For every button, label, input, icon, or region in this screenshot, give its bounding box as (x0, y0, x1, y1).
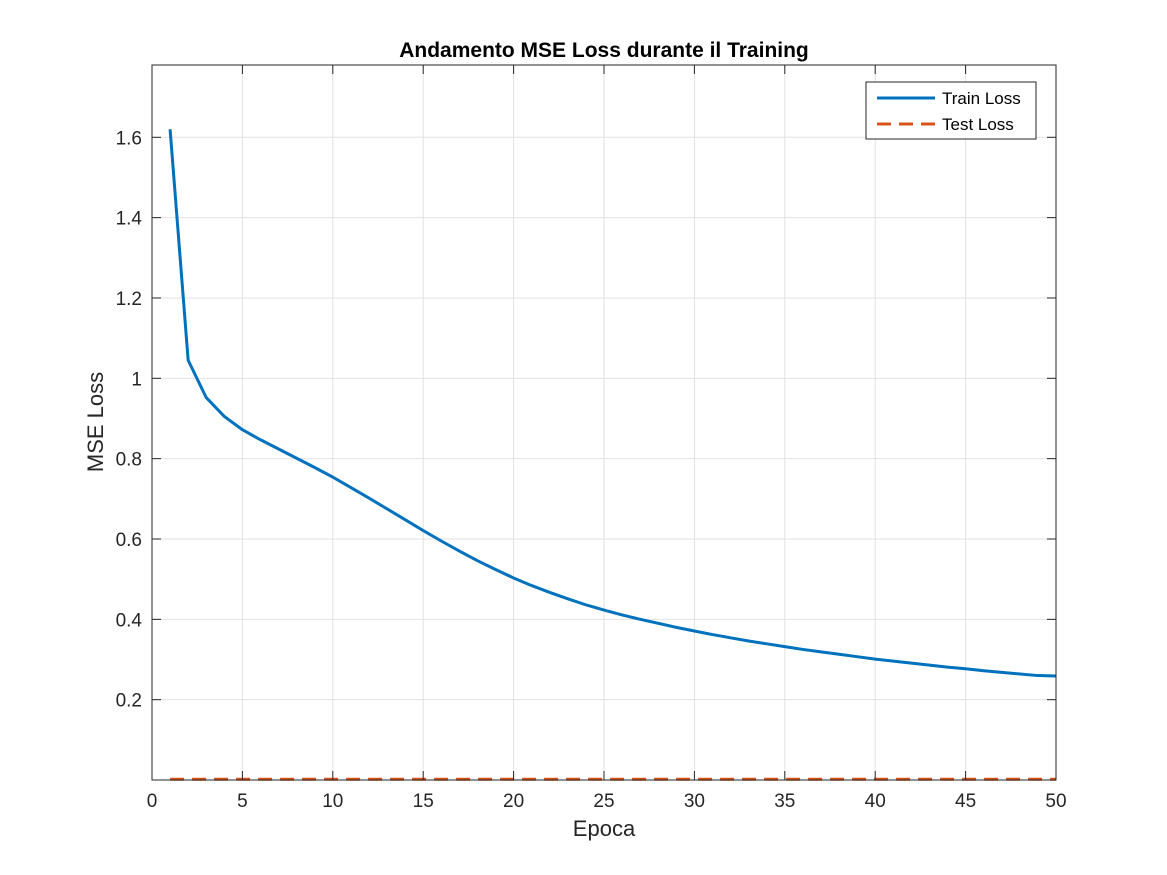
y-tick-label: 1.2 (116, 289, 142, 310)
x-tick-label: 30 (684, 791, 705, 812)
legend-test-label: Test Loss (942, 115, 1014, 134)
y-tick-label: 1 (131, 369, 142, 390)
chart-title: Andamento MSE Loss durante il Training (399, 39, 809, 62)
tick-labels: 0 5 10 15 20 25 30 35 40 45 50 0.2 0.4 0.6 0.8 1 1.2 1.4 1… (116, 128, 1067, 812)
y-axis-label: MSE Loss (83, 372, 108, 472)
series-layer (168, 129, 1057, 781)
y-tick-label: 0.4 (116, 610, 143, 631)
x-tick-label: 0 (147, 791, 158, 812)
legend-box (865, 81, 1037, 140)
y-tick-label: 1.6 (116, 128, 142, 149)
x-tick-label: 20 (503, 791, 524, 812)
x-axis-label: Epoca (573, 816, 636, 841)
grid (152, 65, 1056, 780)
ticks (151, 65, 1057, 780)
x-tick-label: 15 (413, 791, 434, 812)
x-tick-label: 50 (1045, 791, 1066, 812)
legend: Train Loss Test Loss (865, 81, 1037, 140)
y-tick-label: 0.2 (116, 691, 142, 712)
x-tick-label: 35 (774, 791, 795, 812)
y-tick-label: 1.4 (116, 209, 143, 230)
x-tick-label: 25 (593, 791, 614, 812)
x-tick-label: 45 (955, 791, 976, 812)
y-tick-label: 0.8 (116, 450, 142, 471)
x-tick-label: 5 (237, 791, 248, 812)
y-tick-label: 0.6 (116, 530, 142, 551)
legend-train-label: Train Loss (942, 89, 1021, 108)
train-loss-line (168, 129, 1057, 678)
x-tick-label: 10 (322, 791, 343, 812)
x-tick-label: 40 (865, 791, 886, 812)
